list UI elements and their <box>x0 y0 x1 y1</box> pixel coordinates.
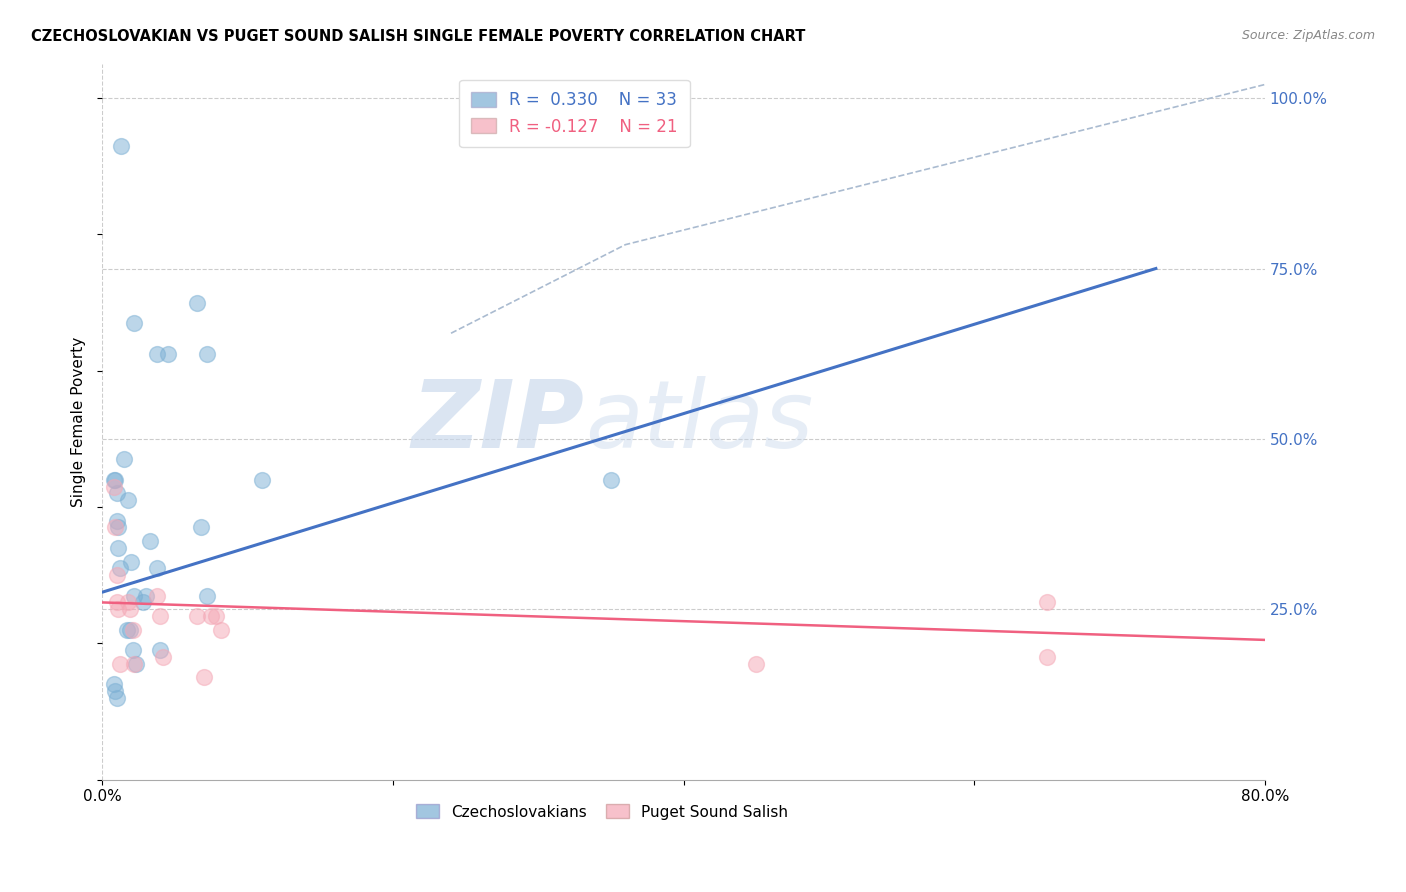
Point <box>146 589 169 603</box>
Point <box>149 609 172 624</box>
Point <box>156 347 179 361</box>
Point <box>122 657 145 671</box>
Point <box>250 473 273 487</box>
Point <box>200 609 222 624</box>
Point <box>117 493 139 508</box>
Text: atlas: atlas <box>585 376 813 467</box>
Point <box>152 649 174 664</box>
Legend: Czechoslovakians, Puget Sound Salish: Czechoslovakians, Puget Sound Salish <box>411 798 794 826</box>
Point <box>107 541 129 555</box>
Point <box>195 589 218 603</box>
Point <box>146 561 169 575</box>
Point <box>186 295 208 310</box>
Point <box>112 452 135 467</box>
Point <box>1036 595 1059 609</box>
Point <box>110 138 132 153</box>
Point <box>122 316 145 330</box>
Point <box>120 555 142 569</box>
Point <box>105 690 128 705</box>
Point <box>186 609 208 624</box>
Point <box>599 473 621 487</box>
Point <box>190 520 212 534</box>
Point <box>121 623 143 637</box>
Point <box>105 486 128 500</box>
Point <box>107 602 129 616</box>
Point <box>118 602 141 616</box>
Point <box>108 657 131 671</box>
Point <box>195 347 218 361</box>
Point <box>745 657 768 671</box>
Point <box>104 473 127 487</box>
Point <box>209 623 232 637</box>
Point <box>122 589 145 603</box>
Point <box>103 677 125 691</box>
Point <box>105 595 128 609</box>
Point <box>107 520 129 534</box>
Point <box>146 347 169 361</box>
Point <box>139 534 162 549</box>
Point <box>103 473 125 487</box>
Text: Source: ZipAtlas.com: Source: ZipAtlas.com <box>1241 29 1375 42</box>
Point <box>105 514 128 528</box>
Point <box>124 657 146 671</box>
Point <box>121 643 143 657</box>
Point <box>104 520 127 534</box>
Point <box>204 609 226 624</box>
Point <box>1036 649 1059 664</box>
Point <box>108 561 131 575</box>
Point <box>105 568 128 582</box>
Point <box>104 684 127 698</box>
Point <box>132 595 155 609</box>
Point <box>193 670 215 684</box>
Point <box>135 589 157 603</box>
Y-axis label: Single Female Poverty: Single Female Poverty <box>72 336 86 507</box>
Point <box>117 595 139 609</box>
Point <box>115 623 138 637</box>
Point <box>149 643 172 657</box>
Point <box>118 623 141 637</box>
Point <box>103 479 125 493</box>
Text: ZIP: ZIP <box>412 376 585 467</box>
Text: CZECHOSLOVAKIAN VS PUGET SOUND SALISH SINGLE FEMALE POVERTY CORRELATION CHART: CZECHOSLOVAKIAN VS PUGET SOUND SALISH SI… <box>31 29 806 44</box>
